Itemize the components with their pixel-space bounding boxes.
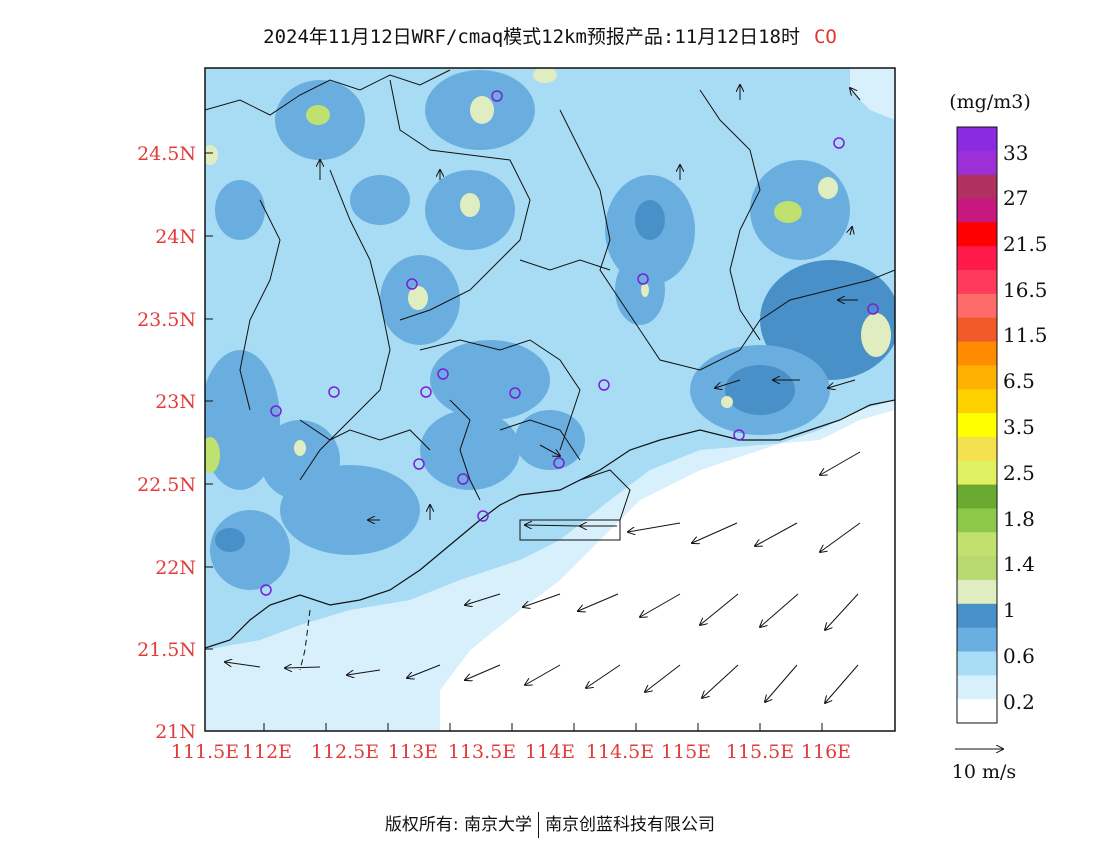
colorbar-border bbox=[956, 126, 998, 724]
colorbar-label: 6.5 bbox=[1003, 369, 1035, 393]
colorbar-label: 1.8 bbox=[1003, 507, 1035, 531]
colorbar-segment bbox=[957, 293, 997, 319]
footer-right: 南京创蓝科技有限公司 bbox=[545, 815, 716, 835]
colorbar-label: 1 bbox=[1003, 598, 1016, 622]
colorbar-segment bbox=[957, 246, 997, 271]
x-tick-label: 112E bbox=[242, 741, 292, 763]
x-tick-label: 114E bbox=[525, 741, 575, 763]
y-tick-label: 21N bbox=[155, 721, 196, 743]
colorbar-segment bbox=[957, 484, 997, 509]
colorbar-segment bbox=[957, 651, 997, 676]
footer-separator bbox=[538, 812, 540, 838]
colorbar-segment bbox=[957, 341, 997, 366]
y-tick-label: 23.5N bbox=[137, 309, 196, 331]
footer-left: 版权所有: 南京大学 bbox=[384, 815, 533, 835]
x-tick-label: 115E bbox=[661, 741, 711, 763]
y-tick-label: 24N bbox=[155, 226, 196, 248]
colorbar-label: 27 bbox=[1003, 186, 1028, 210]
title-main: 2024年11月12日WRF/cmaq模式12km预报产品:11月12日18时 bbox=[263, 26, 800, 48]
colorbar-label: 0.6 bbox=[1003, 644, 1035, 668]
colorbar-segment bbox=[957, 270, 997, 295]
title-species: CO bbox=[813, 26, 837, 48]
colorbar-segment bbox=[957, 675, 997, 700]
y-tick-label: 23N bbox=[155, 391, 196, 413]
colorbar-label: 2.5 bbox=[1003, 461, 1035, 485]
colorbar-label: 3.5 bbox=[1003, 415, 1035, 439]
colorbar-segment bbox=[957, 389, 997, 414]
x-tick-label: 113E bbox=[388, 741, 438, 763]
colorbar bbox=[956, 126, 998, 724]
colorbar-segment bbox=[957, 627, 997, 652]
y-tick-label: 21.5N bbox=[137, 639, 196, 661]
colorbar-segment bbox=[957, 532, 997, 557]
colorbar-segment bbox=[957, 150, 997, 176]
colorbar-segment bbox=[957, 413, 997, 438]
copyright-footer: 版权所有: 南京大学 南京创蓝科技有限公司 bbox=[0, 810, 1100, 838]
map-frame bbox=[204, 67, 896, 732]
colorbar-segment bbox=[957, 508, 997, 533]
colorbar-segment bbox=[957, 365, 997, 390]
colorbar-label: 0.2 bbox=[1003, 690, 1035, 714]
colorbar-unit: (mg/m3) bbox=[949, 91, 1031, 113]
x-tick-label: 112.5E bbox=[311, 741, 379, 763]
x-tick-label: 115.5E bbox=[726, 741, 794, 763]
colorbar-segment bbox=[957, 436, 997, 462]
colorbar-segment bbox=[957, 579, 997, 605]
colorbar-segment bbox=[957, 317, 997, 343]
map-title: 2024年11月12日WRF/cmaq模式12km预报产品:11月12日18时 C… bbox=[0, 22, 1100, 49]
colorbar-segment bbox=[957, 222, 997, 247]
colorbar-label: 1.4 bbox=[1003, 552, 1035, 576]
colorbar-segment bbox=[957, 556, 997, 581]
colorbar-label: 21.5 bbox=[1003, 232, 1048, 256]
x-tick-label: 116E bbox=[801, 741, 851, 763]
y-tick-label: 24.5N bbox=[137, 143, 196, 165]
x-tick-label: 111.5E bbox=[171, 741, 239, 763]
x-tick-label: 113.5E bbox=[448, 741, 516, 763]
colorbar-segment bbox=[957, 198, 997, 223]
concentration-field bbox=[205, 68, 895, 731]
wind-legend-label: 10 m/s bbox=[952, 761, 1016, 783]
y-tick-label: 22N bbox=[155, 557, 196, 579]
colorbar-segment bbox=[957, 603, 997, 629]
colorbar-segment bbox=[957, 127, 997, 152]
colorbar-segment bbox=[957, 460, 997, 486]
colorbar-label: 33 bbox=[1003, 141, 1028, 165]
colorbar-segment bbox=[957, 174, 997, 200]
colorbar-segment bbox=[957, 699, 997, 724]
colorbar-label: 11.5 bbox=[1003, 323, 1048, 347]
x-tick-label: 114.5E bbox=[586, 741, 654, 763]
colorbar-label: 16.5 bbox=[1003, 278, 1048, 302]
y-tick-label: 22.5N bbox=[137, 474, 196, 496]
